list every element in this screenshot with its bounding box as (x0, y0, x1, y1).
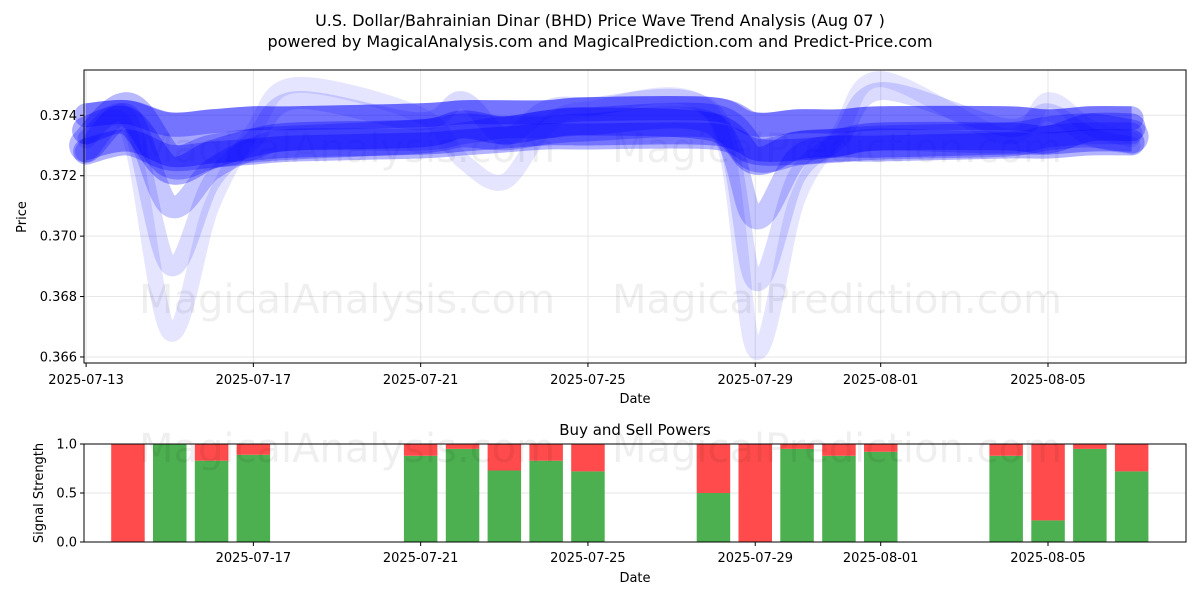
buy-power-bar (529, 460, 563, 542)
price-y-tick-label: 0.370 (40, 230, 77, 245)
watermark-prediction-top: MagicalPrediction.com (612, 126, 1062, 172)
buy-power-bar (487, 470, 522, 542)
sell-power-bar (445, 444, 480, 449)
price-x-tick-label: 2025-08-05 (1010, 373, 1086, 388)
power-x-tick-label: 2025-07-25 (550, 551, 626, 566)
price-x-tick-label: 2025-07-17 (216, 373, 292, 388)
power-y-tick-label: 1.0 (56, 438, 77, 453)
buy-power-bar (989, 455, 1023, 542)
sell-power-bar (864, 444, 898, 452)
power-x-tick-label: 2025-08-01 (843, 551, 919, 566)
watermark-analysis-bottom: MagicalAnalysis.com (139, 426, 555, 472)
buy-power-bar (696, 493, 731, 542)
sell-power-bar (780, 444, 814, 449)
buy-power-bar (153, 444, 187, 542)
price-wave-series (78, 71, 1140, 360)
buy-power-bar (864, 451, 898, 542)
sell-power-bar (403, 444, 438, 456)
price-plot-frame (83, 69, 1187, 364)
buy-power-bar (780, 448, 814, 542)
price-x-label: Date (619, 392, 650, 407)
sell-power-bar (1031, 444, 1065, 521)
price-x-tick-label: 2025-07-25 (550, 373, 626, 388)
chart-title: U.S. Dollar/Bahrainian Dinar (BHD) Price… (315, 11, 885, 30)
sell-power-bar (111, 444, 145, 542)
price-y-label: Price (15, 201, 30, 233)
price-wave-band (86, 95, 1132, 168)
price-wave-series (69, 92, 1149, 180)
sell-power-bar (1114, 444, 1149, 472)
price-wave-series (75, 103, 1143, 230)
power-y-ticks: 0.0 0.5 1.0 (56, 438, 84, 551)
power-panel: Buy and Sell Powers MagicalAnalysis.com … (32, 421, 1187, 586)
watermark-prediction-mid: MagicalPrediction.com (612, 277, 1062, 323)
price-x-ticks: 2025-07-13 2025-07-17 2025-07-21 2025-07-25… (48, 363, 1086, 388)
price-y-tick-label: 0.368 (40, 290, 77, 305)
sell-power-bar (989, 444, 1023, 456)
price-wave-series (74, 96, 1144, 137)
sell-power-bar (487, 444, 522, 471)
power-y-label: Signal Strength (32, 443, 47, 543)
price-wave-series (72, 105, 1146, 185)
sell-power-bar (738, 444, 772, 542)
power-x-tick-label: 2025-07-29 (717, 551, 793, 566)
price-panel: MagicalAnalysis.com MagicalPrediction.co… (15, 69, 1187, 407)
price-grid (84, 70, 1186, 363)
power-x-tick-label: 2025-08-05 (1010, 551, 1086, 566)
buy-power-bar (403, 455, 438, 542)
power-chart-title: Buy and Sell Powers (559, 421, 711, 439)
sell-power-bar (571, 444, 605, 472)
buy-power-bar (236, 454, 271, 542)
price-y-tick-label: 0.374 (40, 109, 77, 124)
sell-power-bar (822, 444, 856, 456)
price-x-tick-label: 2025-07-29 (717, 373, 793, 388)
buy-power-bar (1073, 448, 1107, 542)
watermark-prediction-bottom: MagicalPrediction.com (612, 426, 1062, 472)
chart-subtitle: powered by MagicalAnalysis.com and Magic… (267, 32, 932, 51)
buy-power-bar (822, 455, 856, 542)
power-x-tick-label: 2025-07-21 (383, 551, 459, 566)
price-y-ticks: 0.366 0.368 0.370 0.372 0.374 (40, 109, 84, 365)
power-x-label: Date (619, 571, 650, 586)
price-wave-series (73, 122, 1145, 172)
sell-power-bar (194, 444, 229, 461)
sell-power-bar (529, 444, 563, 461)
price-x-tick-label: 2025-07-13 (48, 373, 124, 388)
price-x-tick-label: 2025-07-21 (383, 373, 459, 388)
power-x-ticks: 2025-07-17 2025-07-21 2025-07-25 2025-07-29… (216, 542, 1086, 566)
price-x-tick-label: 2025-08-01 (843, 373, 919, 388)
buy-power-bar (445, 448, 480, 542)
watermark-analysis-top: MagicalAnalysis.com (139, 126, 555, 172)
price-y-tick-label: 0.366 (40, 350, 77, 365)
buy-power-bar (1031, 520, 1065, 542)
sell-power-bar (236, 444, 271, 455)
price-y-tick-label: 0.372 (40, 169, 77, 184)
buy-power-bar (194, 460, 229, 542)
power-x-tick-label: 2025-07-17 (216, 551, 292, 566)
sell-power-bar (1073, 444, 1107, 449)
sell-power-bar (696, 444, 731, 493)
price-waves (69, 71, 1149, 360)
power-y-tick-label: 0.5 (56, 487, 77, 502)
buy-power-bar (571, 471, 605, 542)
power-y-tick-label: 0.0 (56, 536, 77, 551)
price-wave-series (77, 82, 1141, 291)
power-bars (111, 444, 1149, 542)
buy-power-bar (1114, 471, 1149, 542)
watermark-analysis-mid: MagicalAnalysis.com (139, 277, 555, 323)
